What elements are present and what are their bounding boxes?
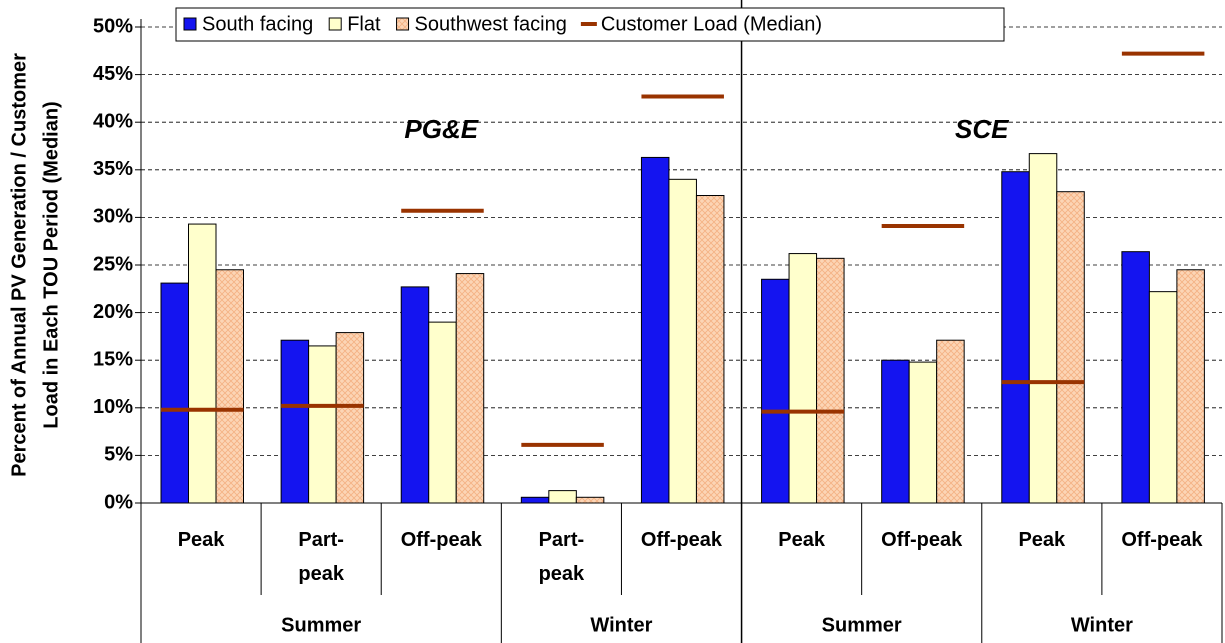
- legend-swatch: [396, 17, 410, 31]
- y-axis-title: Load in Each TOU Period (Median): [40, 101, 62, 428]
- bar: [428, 321, 457, 504]
- season-label: Winter: [590, 614, 652, 636]
- y-tick-label: 25%: [93, 253, 133, 275]
- bar: [215, 269, 244, 504]
- bar: [160, 282, 189, 504]
- legend-swatch: [183, 17, 197, 31]
- bar: [188, 223, 217, 504]
- season-label: Summer: [281, 614, 361, 636]
- y-tick-label: 40%: [93, 110, 133, 132]
- x-tick-label: Part- peak: [298, 529, 344, 585]
- x-tick-label: Off-peak: [881, 529, 963, 551]
- x-tick-label: Part- peak: [538, 529, 585, 585]
- bar: [308, 345, 337, 504]
- y-tick-label: 45%: [93, 63, 133, 85]
- y-tick-label: 20%: [93, 301, 133, 323]
- bar: [908, 361, 938, 504]
- y-tick-label: 5%: [104, 444, 133, 466]
- panel-label: SCE: [955, 114, 1009, 144]
- bar: [280, 339, 310, 504]
- bar: [455, 273, 485, 504]
- panel-label: PG&E: [404, 114, 478, 144]
- bar: [881, 359, 910, 504]
- bar: [816, 257, 845, 504]
- bar: [936, 339, 965, 504]
- x-tick-label: Peak: [177, 529, 225, 551]
- bar: [1056, 191, 1085, 504]
- legend-label: Southwest facing: [415, 13, 567, 35]
- y-tick-label: 0%: [104, 491, 133, 513]
- bar: [400, 286, 430, 504]
- legend-label: Customer Load (Median): [601, 13, 822, 35]
- y-tick-label: 30%: [93, 206, 133, 228]
- bar: [668, 178, 697, 504]
- bar: [1148, 291, 1178, 504]
- bar: [1001, 171, 1030, 504]
- bar: [335, 332, 365, 504]
- x-tick-label: Off-peak: [400, 529, 482, 551]
- bar: [695, 195, 725, 504]
- y-tick-label: 10%: [93, 396, 133, 418]
- legend-swatch: [328, 17, 342, 31]
- x-tick-label: Off-peak: [640, 529, 723, 551]
- bar: [788, 253, 818, 504]
- bar: [520, 496, 550, 504]
- legend-label: Flat: [347, 13, 381, 35]
- x-tick-label: Off-peak: [1121, 529, 1203, 551]
- y-axis-title: Percent of Annual PV Generation / Custom…: [8, 53, 30, 477]
- bar: [761, 278, 790, 504]
- bar: [548, 490, 577, 504]
- x-tick-label: Peak: [778, 529, 825, 551]
- y-tick-label: 35%: [93, 158, 133, 180]
- x-tick-label: Peak: [1018, 529, 1066, 551]
- y-tick-label: 50%: [93, 15, 133, 37]
- season-label: Summer: [822, 614, 902, 636]
- bar: [1176, 269, 1205, 504]
- bar: [640, 156, 670, 504]
- bar: [1121, 251, 1150, 504]
- bar: [1028, 153, 1058, 504]
- bar: [575, 496, 605, 504]
- legend-label: South facing: [202, 13, 313, 35]
- y-tick-label: 15%: [93, 348, 133, 370]
- season-label: Winter: [1071, 614, 1133, 636]
